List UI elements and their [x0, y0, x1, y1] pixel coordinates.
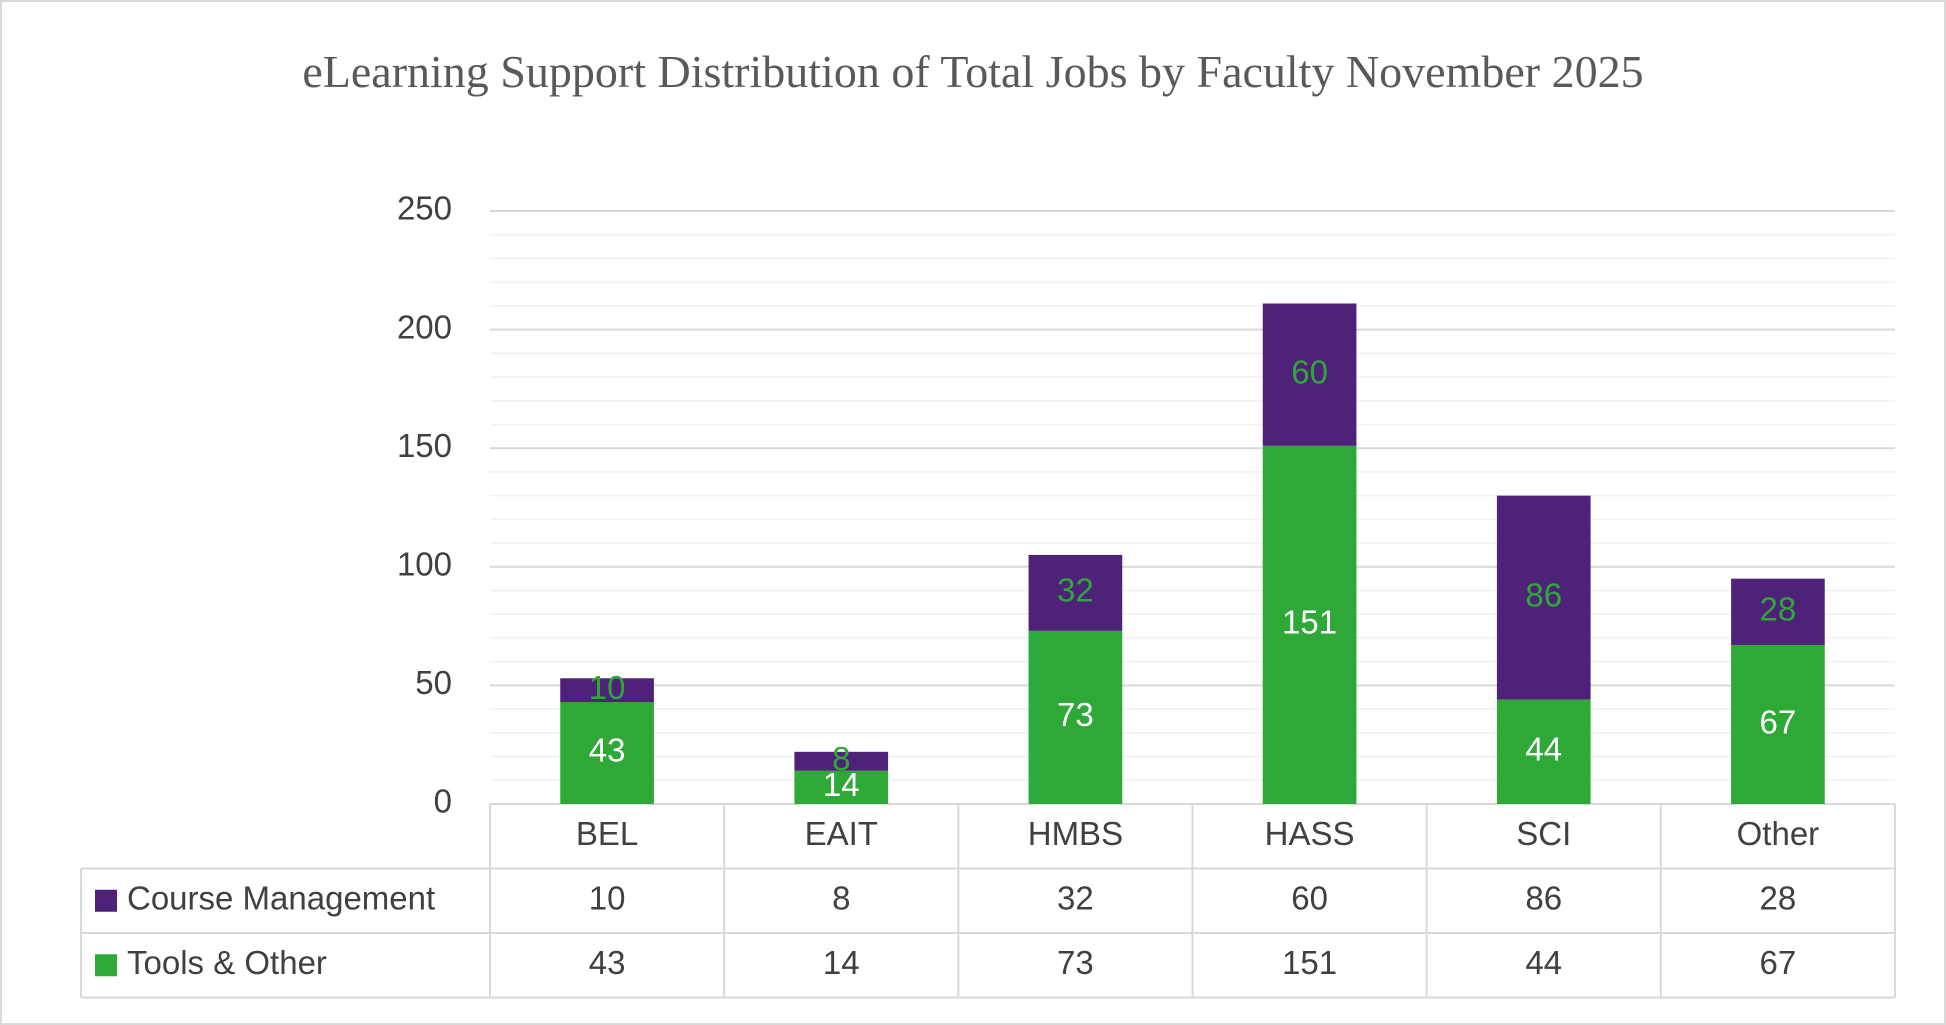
x-tick-label: EAIT	[805, 815, 878, 852]
data-label: 44	[1525, 731, 1562, 768]
bar-segment	[794, 770, 889, 804]
data-label: 43	[589, 732, 626, 769]
y-tick-label: 250	[397, 190, 452, 227]
table-cell: 151	[1282, 944, 1337, 981]
data-label: 8	[832, 740, 850, 777]
table-cell: 43	[589, 944, 626, 981]
legend-label: Tools & Other	[127, 944, 327, 981]
legend-swatch	[95, 889, 117, 912]
bar-segment	[1731, 645, 1825, 804]
legend-label: Course Management	[127, 879, 435, 916]
table-cell: 14	[823, 944, 860, 981]
y-tick-label: 50	[415, 664, 452, 701]
bar-segment	[1496, 699, 1591, 804]
x-tick-label: Other	[1737, 815, 1820, 852]
bar-segment	[1262, 303, 1357, 446]
bar-segment	[560, 678, 654, 703]
table-cell: 60	[1291, 879, 1328, 916]
x-tick-label: BEL	[576, 815, 638, 852]
table-cell: 8	[832, 879, 850, 916]
y-tick-label: 150	[397, 427, 452, 464]
table-cell: 44	[1525, 944, 1562, 981]
data-label: 67	[1760, 703, 1797, 740]
table-cell: 28	[1760, 879, 1797, 916]
data-label: 86	[1525, 576, 1562, 613]
legend-swatch	[95, 954, 117, 977]
y-tick-label: 100	[397, 546, 452, 583]
data-label: 151	[1282, 604, 1337, 641]
table-cell: 32	[1057, 879, 1094, 916]
bar-segment	[1496, 495, 1591, 700]
y-tick-label: 200	[397, 308, 452, 345]
bar-segment	[1731, 578, 1825, 646]
data-label: 32	[1057, 572, 1094, 609]
bar-segment	[1028, 630, 1123, 804]
chart-title: eLearning Support Distribution of Total …	[302, 46, 1644, 97]
data-label: 28	[1760, 591, 1797, 628]
bar-segment	[794, 751, 889, 771]
table-cell: 73	[1057, 944, 1094, 981]
y-tick-label: 0	[434, 783, 452, 820]
table-cell: 67	[1760, 944, 1797, 981]
table-cell: 10	[589, 879, 626, 916]
table-cell: 86	[1525, 879, 1562, 916]
x-tick-label: HMBS	[1028, 815, 1123, 852]
bar-segment	[560, 702, 654, 804]
x-tick-label: SCI	[1516, 815, 1571, 852]
data-label: 10	[589, 669, 626, 706]
data-label: 60	[1291, 353, 1328, 390]
bar-segment	[1028, 554, 1123, 631]
data-label: 14	[823, 766, 860, 803]
x-tick-label: HASS	[1265, 815, 1355, 852]
bar-segment	[1262, 445, 1357, 804]
data-label: 73	[1057, 696, 1094, 733]
